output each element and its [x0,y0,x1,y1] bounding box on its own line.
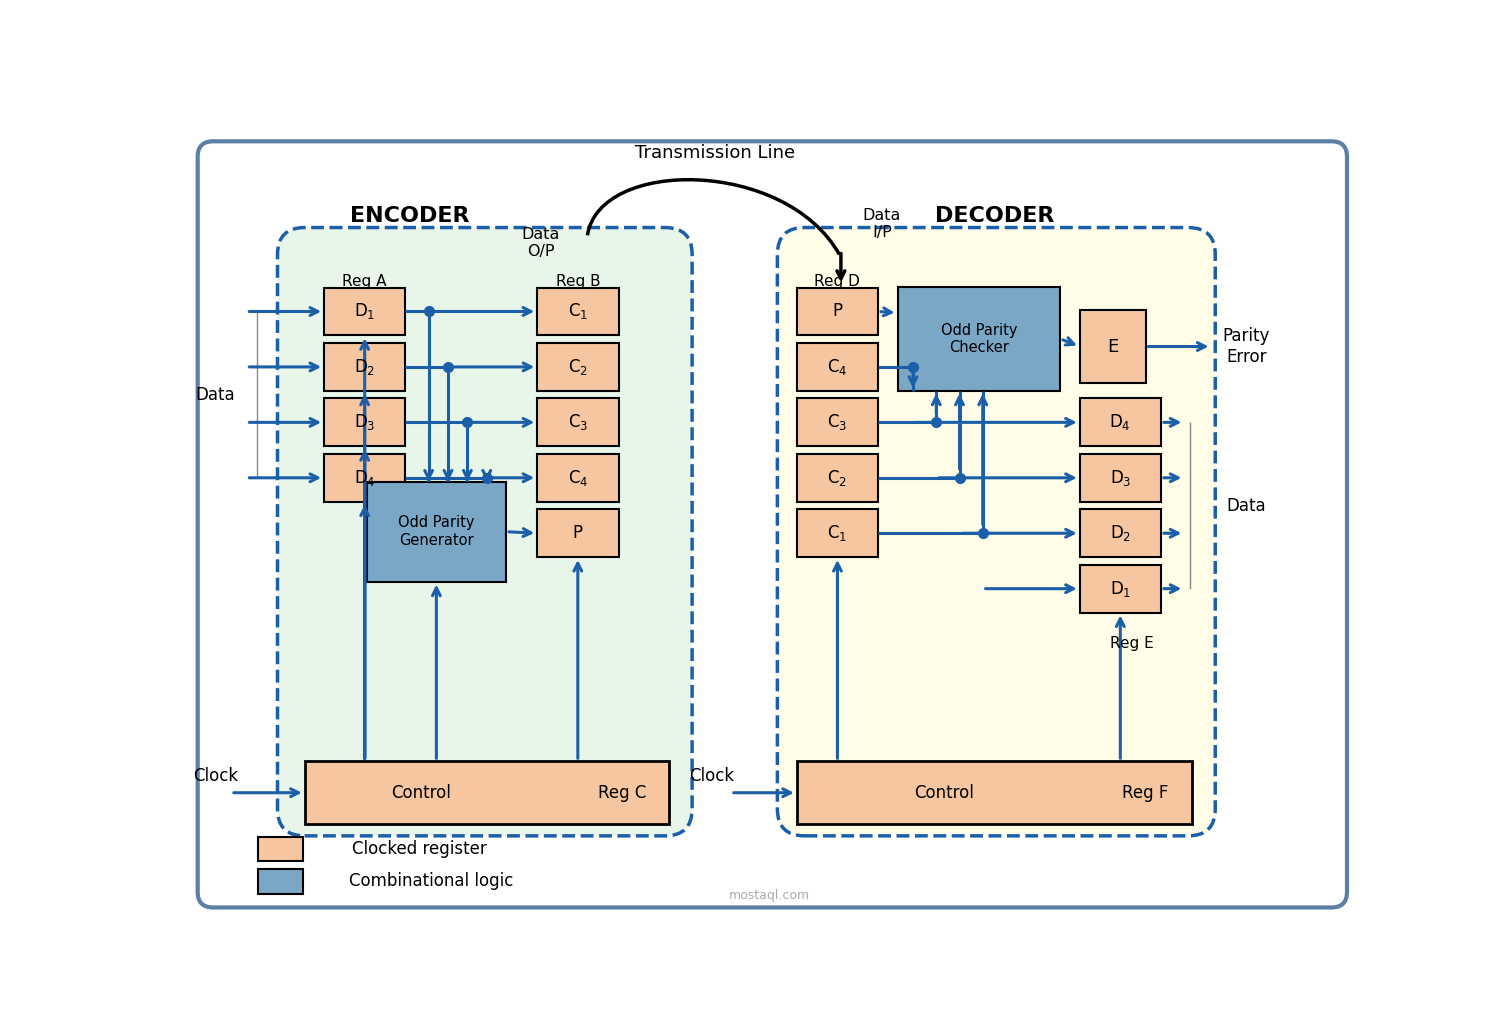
Bar [797,287,879,336]
Text: Reg C: Reg C [598,784,647,801]
Bar [797,454,879,502]
Text: Data
O/P: Data O/P [521,227,561,260]
Text: Combinational logic: Combinational logic [348,872,514,890]
Bar [324,454,405,502]
FancyBboxPatch shape [778,228,1215,836]
Text: ENCODER: ENCODER [350,206,469,226]
Text: Data: Data [196,385,235,404]
Text: P: P [573,524,583,542]
Bar [366,482,506,582]
Text: Reg D: Reg D [814,274,860,289]
Text: Parity
Error: Parity Error [1222,328,1270,366]
Bar [1079,454,1160,502]
Bar [898,286,1061,390]
Bar [536,399,618,446]
Bar [258,869,303,894]
Text: DECODER: DECODER [934,206,1053,226]
Text: mostaql.com: mostaql.com [729,889,811,901]
Text: C$_3$: C$_3$ [827,412,847,433]
Text: Clocked register: Clocked register [353,839,487,858]
Text: C$_2$: C$_2$ [827,468,847,488]
Text: Odd Parity
Generator: Odd Parity Generator [398,515,475,548]
Bar [1079,564,1160,613]
Text: D$_2$: D$_2$ [1109,523,1130,543]
Text: Clock: Clock [689,766,734,785]
Text: Data
I/P: Data I/P [864,207,901,240]
Text: Control: Control [915,784,974,801]
Text: Reg A: Reg A [342,274,387,289]
Text: Data: Data [1227,496,1266,515]
Text: Reg B: Reg B [556,274,600,289]
Text: P: P [832,303,842,320]
Text: D$_2$: D$_2$ [354,357,375,377]
Bar [797,761,1192,824]
Bar [1079,510,1160,557]
Text: Reg F: Reg F [1123,784,1169,801]
Text: E: E [1108,338,1118,355]
Text: C$_4$: C$_4$ [827,357,847,377]
Bar [1079,399,1160,446]
Text: Clock: Clock [193,766,238,785]
Text: Reg E: Reg E [1111,636,1154,651]
Bar [536,343,618,390]
Bar [324,287,405,336]
Text: C$_1$: C$_1$ [827,523,847,543]
Text: D$_1$: D$_1$ [1109,579,1130,598]
Bar [258,836,303,861]
Text: D$_1$: D$_1$ [354,302,375,321]
Text: Control: Control [390,784,451,801]
Bar [797,510,879,557]
Text: Odd Parity
Checker: Odd Parity Checker [940,322,1017,355]
Bar [536,454,618,502]
Text: C$_1$: C$_1$ [568,302,588,321]
Bar [1079,310,1145,383]
Text: D$_3$: D$_3$ [1109,468,1132,488]
Text: D$_4$: D$_4$ [354,468,375,488]
Text: C$_3$: C$_3$ [568,412,588,433]
Bar [797,343,879,390]
Text: C$_2$: C$_2$ [568,357,588,377]
Text: D$_4$: D$_4$ [1109,412,1132,433]
Bar [536,287,618,336]
Bar [536,510,618,557]
Text: C$_4$: C$_4$ [568,468,588,488]
Bar [304,761,669,824]
Bar [324,399,405,446]
Text: Transmission Line: Transmission Line [636,144,796,162]
FancyBboxPatch shape [197,141,1347,907]
Bar [797,399,879,446]
Text: D$_3$: D$_3$ [354,412,375,433]
Bar [324,343,405,390]
FancyBboxPatch shape [277,228,692,836]
